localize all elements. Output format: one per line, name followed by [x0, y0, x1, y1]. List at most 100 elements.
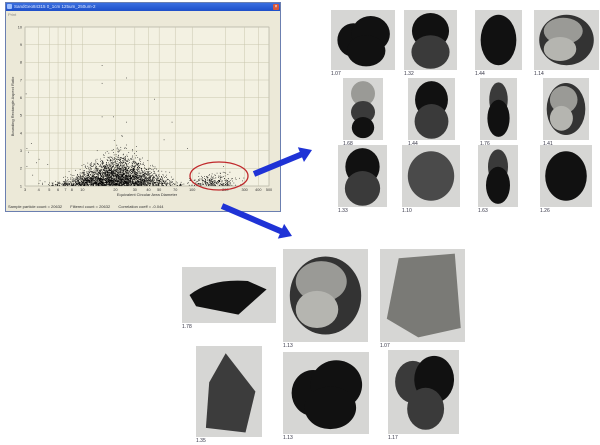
- scatter-point: [126, 172, 127, 174]
- scatter-point: [102, 169, 104, 170]
- scatter-point: [90, 171, 92, 173]
- scatter-point: [61, 183, 62, 185]
- menu-print[interactable]: Print: [8, 12, 17, 17]
- scatter-point: [136, 176, 138, 177]
- scatter-point: [171, 182, 172, 184]
- scatter-point: [73, 178, 74, 180]
- particle-image[interactable]: [480, 78, 517, 140]
- scatter-point: [123, 164, 125, 166]
- scatter-point: [104, 175, 106, 176]
- close-icon[interactable]: ×: [273, 4, 279, 10]
- scatter-point: [124, 175, 126, 176]
- scatter-point: [104, 167, 105, 169]
- scatter-point: [116, 179, 118, 181]
- scatter-point: [210, 175, 212, 177]
- particle-image[interactable]: [534, 10, 599, 70]
- scatter-point: [114, 183, 116, 185]
- particle-image[interactable]: [182, 267, 276, 323]
- scatter-point: [70, 182, 72, 184]
- scatter-point: [100, 181, 102, 182]
- scatter-point: [207, 177, 209, 178]
- particle-image[interactable]: [283, 249, 368, 342]
- scatter-point: [164, 180, 166, 182]
- particle-image[interactable]: [543, 78, 589, 140]
- scatter-point: [107, 171, 109, 172]
- scatter-point: [88, 182, 90, 184]
- scatter-point: [91, 179, 93, 181]
- scatter-point: [129, 181, 131, 182]
- scatter-point: [91, 180, 93, 181]
- scatter-point: [77, 174, 79, 175]
- scatter-point: [95, 181, 96, 183]
- particle-image[interactable]: [478, 145, 518, 207]
- scatter-point: [95, 169, 97, 171]
- particle-image[interactable]: [196, 346, 262, 437]
- particle-image[interactable]: [404, 10, 457, 70]
- particle-image[interactable]: [331, 10, 395, 70]
- scatter-point: [99, 179, 101, 180]
- scatter-point: [115, 173, 117, 175]
- scatter-point: [138, 166, 139, 168]
- scatter-point: [221, 180, 223, 181]
- scatter-point: [55, 180, 56, 182]
- scatter-point: [84, 175, 85, 176]
- scatter-point: [155, 174, 156, 176]
- scatter-point: [130, 175, 131, 177]
- particle-image[interactable]: [388, 350, 459, 434]
- scatter-point: [120, 178, 122, 180]
- scatter-point: [123, 160, 125, 162]
- scatter-point: [86, 168, 87, 169]
- scatter-point: [78, 184, 80, 186]
- scatter-point: [179, 185, 181, 186]
- scatter-point: [137, 181, 138, 183]
- scatter-point: [72, 185, 74, 186]
- particle-image[interactable]: [338, 145, 387, 207]
- scatter-point: [94, 180, 96, 182]
- scatter-point: [86, 171, 88, 172]
- scatter-point: [100, 161, 101, 162]
- scatter-point: [111, 171, 113, 173]
- particle-image[interactable]: [540, 145, 592, 207]
- scatter-point: [112, 171, 114, 172]
- scatter-point: [137, 181, 138, 182]
- y-tick-label: 3: [20, 149, 22, 153]
- scatter-point: [106, 182, 108, 184]
- particle-image[interactable]: [402, 145, 460, 207]
- scatter-point: [97, 180, 99, 182]
- scatter-point: [208, 183, 210, 185]
- scatter-point: [163, 183, 165, 184]
- scatter-point: [115, 174, 117, 175]
- scatter-point: [126, 169, 127, 171]
- scatter-point: [144, 185, 146, 186]
- scatter-point: [90, 183, 92, 185]
- scatter-point: [106, 171, 108, 173]
- scatter-point: [122, 179, 124, 180]
- scatter-point: [126, 160, 127, 162]
- scatter-point: [102, 179, 103, 181]
- particle-image[interactable]: [408, 78, 455, 140]
- particle-image[interactable]: [475, 10, 522, 70]
- scatter-point: [121, 158, 123, 159]
- title-bar[interactable]: SandGeo84315 0_1cm 125um_250um-2 ×: [6, 3, 280, 11]
- scatter-point: [138, 176, 140, 178]
- scatter-point: [148, 176, 150, 178]
- scatter-point: [146, 176, 147, 178]
- particle-image[interactable]: [343, 78, 383, 140]
- x-tick-label: 20: [113, 188, 117, 192]
- scatter-point: [126, 178, 127, 180]
- scatter-point: [160, 181, 161, 183]
- particle-image[interactable]: [283, 352, 369, 434]
- scatter-point: [109, 168, 111, 170]
- scatter-point: [100, 185, 102, 187]
- scatter-point: [150, 168, 152, 170]
- scatter-point: [118, 176, 119, 177]
- scatter-point: [116, 173, 117, 175]
- scatter-point: [104, 179, 106, 180]
- particle-image[interactable]: [380, 249, 465, 342]
- scatter-point: [91, 170, 93, 172]
- scatter-point: [98, 172, 99, 173]
- scatter-point: [134, 165, 136, 167]
- scatter-point: [65, 183, 67, 184]
- scatter-point: [90, 164, 92, 166]
- scatter-point: [36, 162, 37, 164]
